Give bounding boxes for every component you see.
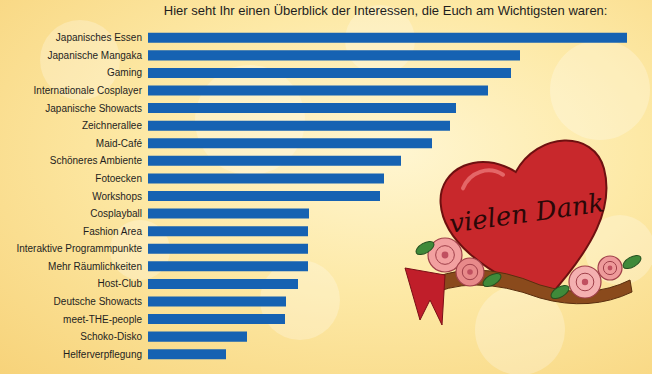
svg-text:Japanisches Essen: Japanisches Essen xyxy=(56,32,142,43)
svg-text:Japanische Showacts: Japanische Showacts xyxy=(45,103,142,114)
svg-text:Japanische Mangaka: Japanische Mangaka xyxy=(47,50,142,61)
svg-text:Zeichnerallee: Zeichnerallee xyxy=(82,120,142,131)
svg-text:Gaming: Gaming xyxy=(107,67,142,78)
svg-text:Deutsche Showacts: Deutsche Showacts xyxy=(54,296,142,307)
svg-text:Interaktive Programmpunkte: Interaktive Programmpunkte xyxy=(16,243,142,254)
svg-text:meet-THE-people: meet-THE-people xyxy=(63,314,142,325)
svg-text:Host-Club: Host-Club xyxy=(98,278,143,289)
svg-text:Internationale Cosplayer: Internationale Cosplayer xyxy=(34,85,143,96)
svg-text:Mehr Räumlichkeiten: Mehr Räumlichkeiten xyxy=(48,261,142,272)
svg-text:Maid-Café: Maid-Café xyxy=(96,138,143,149)
svg-text:Hier seht Ihr einen Überblick: Hier seht Ihr einen Überblick der Intere… xyxy=(164,3,608,18)
svg-text:Workshops: Workshops xyxy=(92,191,142,202)
svg-text:Cosplayball: Cosplayball xyxy=(90,208,142,219)
svg-text:vielen Dank: vielen Dank xyxy=(447,187,606,238)
svg-text:Fotoecken: Fotoecken xyxy=(95,173,142,184)
svg-text:Helferverpflegung: Helferverpflegung xyxy=(63,349,142,360)
svg-text:Schoko-Disko: Schoko-Disko xyxy=(80,331,142,342)
svg-text:Schöneres Ambiente: Schöneres Ambiente xyxy=(50,155,143,166)
svg-text:Fashion Area: Fashion Area xyxy=(83,226,142,237)
